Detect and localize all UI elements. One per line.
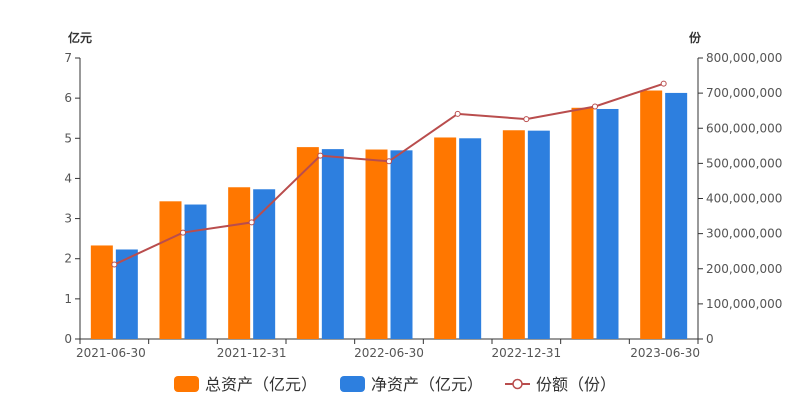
right-y-tick-label: 0	[706, 332, 714, 346]
legend: 总资产（亿元） 净资产（亿元） 份额（份）	[174, 375, 616, 394]
axes: 亿元 份 0 1 2 3 4 5 6 7 0 100,000,000 200,000,000 300,00…	[64, 30, 782, 360]
share-point	[660, 80, 667, 87]
left-y-tick-label: 4	[64, 171, 72, 185]
total-assets-bar	[502, 130, 525, 339]
left-y-tick-label: 3	[64, 212, 72, 226]
legend-share-swatch-dot	[512, 378, 523, 390]
legend-share-label: 份额（份）	[536, 375, 616, 394]
right-y-tick-label: 600,000,000	[706, 121, 782, 135]
net-assets-bar	[665, 92, 688, 339]
total-assets-bar	[90, 245, 113, 339]
legend-total-assets-label: 总资产（亿元）	[205, 375, 317, 394]
x-tick-label: 2023-06-30	[630, 346, 700, 360]
net-assets-bar	[596, 108, 619, 339]
legend-net-assets-swatch	[340, 376, 365, 392]
share-point	[317, 152, 324, 159]
net-assets-bar	[527, 130, 550, 339]
total-assets-bar	[571, 107, 594, 339]
share-point	[386, 158, 392, 165]
share-line-series	[111, 80, 667, 268]
right-y-tick-label: 800,000,000	[706, 51, 782, 65]
net-assets-bar	[459, 138, 482, 339]
x-tick-label: 2021-06-30	[76, 346, 146, 360]
net-assets-bar	[390, 150, 413, 339]
right-y-tick-label: 400,000,000	[706, 192, 782, 206]
legend-total-assets-swatch	[174, 376, 199, 392]
left-y-tick-label: 7	[64, 51, 72, 65]
share-point	[523, 116, 530, 123]
share-point	[592, 103, 598, 110]
net-assets-bar	[184, 204, 207, 339]
share-point	[180, 229, 186, 236]
x-tick-label: 2022-12-31	[491, 346, 561, 360]
total-assets-bar	[434, 137, 457, 339]
right-y-tick-label: 700,000,000	[706, 86, 782, 100]
share-point	[111, 261, 118, 268]
left-y-tick-label: 1	[64, 292, 72, 306]
total-assets-bar	[296, 147, 319, 339]
left-y-tick-label: 5	[64, 131, 72, 145]
left-axis-unit-label: 亿元	[68, 30, 92, 45]
right-y-tick-label: 200,000,000	[706, 262, 782, 276]
left-y-tick-label: 0	[64, 332, 72, 346]
left-y-tick-label: 6	[64, 91, 72, 105]
x-tick-label: 2021-12-31	[217, 346, 287, 360]
legend-net-assets-label: 净资产（亿元）	[371, 375, 483, 394]
x-tick-label: 2022-06-30	[354, 346, 424, 360]
total-assets-bar	[228, 187, 251, 339]
right-y-tick-label: 300,000,000	[706, 227, 782, 241]
share-point	[248, 219, 255, 226]
bars	[90, 90, 688, 339]
total-assets-bar	[365, 149, 388, 339]
right-y-tick-label: 500,000,000	[706, 156, 782, 170]
net-assets-bar	[253, 189, 276, 339]
right-axis-unit-label: 份	[689, 30, 702, 45]
net-assets-bar	[115, 249, 138, 339]
left-y-tick-label: 2	[64, 252, 72, 266]
total-assets-bar	[159, 201, 182, 339]
net-assets-bar	[321, 149, 344, 339]
total-assets-bar	[640, 90, 663, 339]
right-y-tick-label: 100,000,000	[706, 297, 782, 311]
share-point	[454, 110, 461, 117]
